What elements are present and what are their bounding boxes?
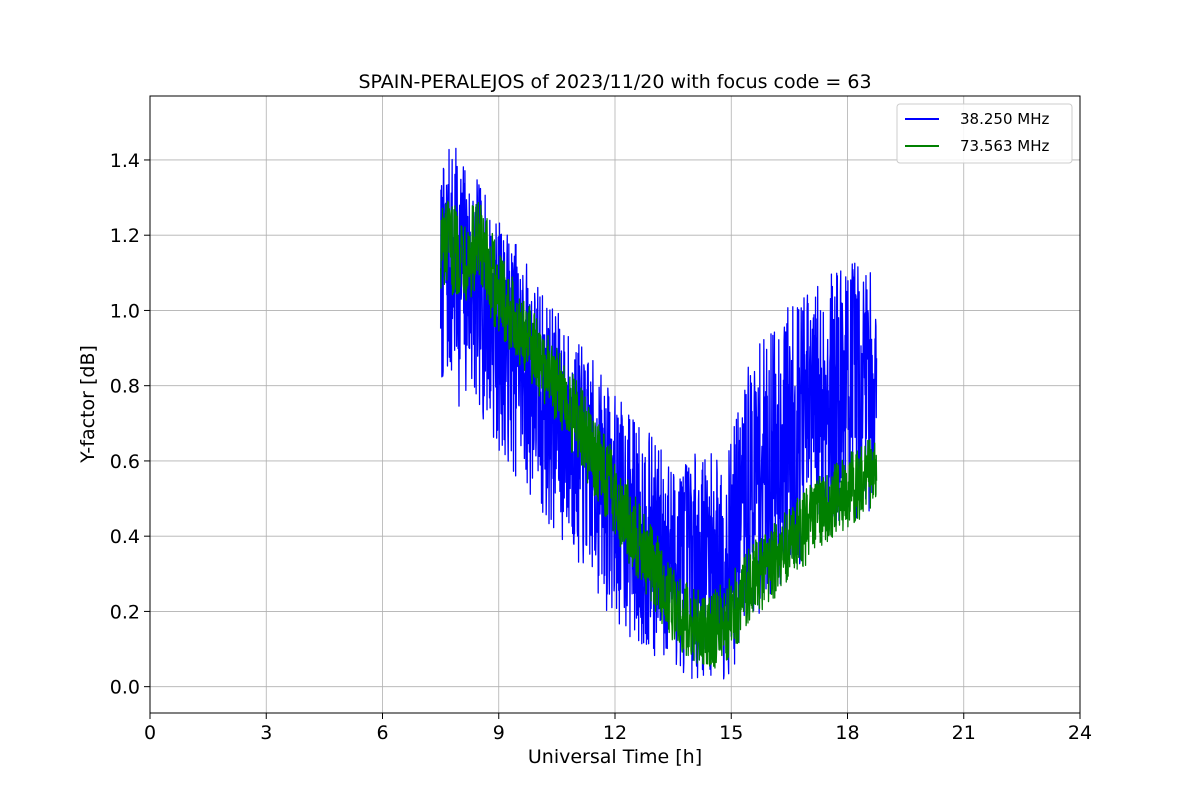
legend-label-73mhz: 73.563 MHz bbox=[960, 137, 1049, 155]
series-line-0 bbox=[439, 147, 878, 680]
legend: 38.250 MHz 73.563 MHz bbox=[896, 103, 1073, 164]
axis-ticks: 0 3 6 9 12 15 18 21 24 0.0 0.2 0.4 0.6 0.8 1.0 1.2 1.4 bbox=[110, 150, 1092, 744]
x-tick-label: 6 bbox=[376, 722, 388, 744]
y-tick-label: 1.4 bbox=[110, 150, 140, 172]
x-tick-label: 0 bbox=[144, 722, 156, 744]
series-line-1 bbox=[439, 200, 878, 669]
x-axis-label: Universal Time [h] bbox=[528, 746, 702, 768]
y-tick-label: 0.8 bbox=[110, 376, 140, 398]
y-tick-label: 0.2 bbox=[110, 601, 140, 623]
x-tick-label: 24 bbox=[1068, 722, 1092, 744]
y-tick-label: 0.6 bbox=[110, 451, 140, 473]
x-tick-label: 12 bbox=[603, 722, 627, 744]
chart-title: SPAIN-PERALEJOS of 2023/11/20 with focus… bbox=[358, 71, 871, 93]
legend-label-38mhz: 38.250 MHz bbox=[960, 110, 1049, 128]
y-tick-label: 1.0 bbox=[110, 300, 140, 322]
y-axis-label: Y-factor [dB] bbox=[77, 345, 99, 464]
x-tick-label: 15 bbox=[719, 722, 743, 744]
y-tick-label: 0.0 bbox=[110, 677, 140, 699]
y-tick-label: 1.2 bbox=[110, 225, 140, 247]
legend-box bbox=[896, 103, 1073, 164]
series-layer bbox=[439, 147, 878, 680]
x-tick-label: 18 bbox=[835, 722, 859, 744]
x-tick-label: 9 bbox=[493, 722, 505, 744]
y-tick-label: 0.4 bbox=[110, 526, 140, 548]
x-tick-label: 3 bbox=[260, 722, 272, 744]
x-tick-label: 21 bbox=[952, 722, 976, 744]
